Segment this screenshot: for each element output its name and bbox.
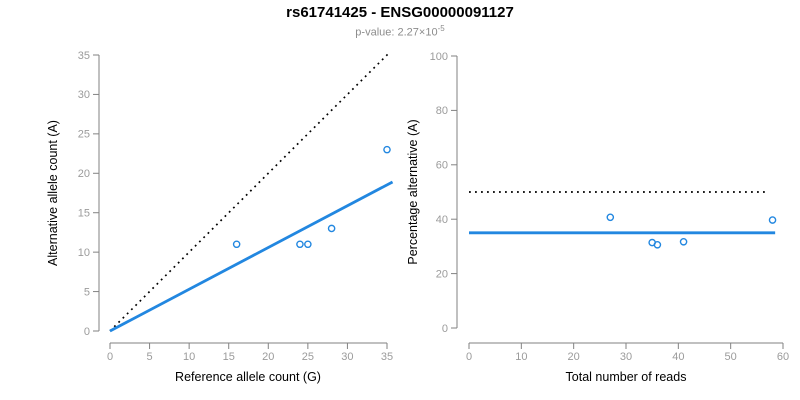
data-point bbox=[304, 240, 312, 249]
x-axis-tick-label: 0 bbox=[107, 351, 113, 363]
y-axis-tick-label: 5 bbox=[84, 286, 90, 298]
y-axis-tick-label: 25 bbox=[78, 129, 90, 141]
y-axis-tick-label: 0 bbox=[442, 323, 448, 335]
figure-subtitle: p-value: 2.27×10-5 bbox=[0, 24, 800, 39]
y-axis-tick-label: 20 bbox=[78, 168, 90, 180]
y-axis-tick-label: 35 bbox=[78, 50, 90, 62]
x-axis-tick-label: 15 bbox=[223, 351, 235, 363]
data-point bbox=[296, 240, 304, 249]
left-scatter-plot: 0 5 10 15 20 25 30 35 0 5 10 15 20 25 30 35 Reference al… bbox=[46, 50, 394, 384]
data-point bbox=[327, 224, 336, 233]
pvalue-text: p-value: 2.27×10 bbox=[355, 26, 438, 39]
y-axis-tick-label: 0 bbox=[84, 326, 90, 338]
data-point bbox=[606, 213, 615, 222]
y-axis-tick-label: 80 bbox=[436, 105, 448, 117]
x-axis-tick-label: 30 bbox=[341, 351, 353, 363]
right-scatter-plot: 0 20 40 60 80 100 0 10 20 30 40 50 60 Total number of… bbox=[406, 51, 789, 384]
identity-line bbox=[109, 52, 390, 332]
fitted-line bbox=[109, 180, 394, 333]
data-point bbox=[653, 240, 662, 249]
x-axis-title: Total number of reads bbox=[566, 370, 687, 384]
y-axis-tick-label: 40 bbox=[436, 214, 448, 226]
x-axis-tick-label: 20 bbox=[568, 351, 580, 363]
x-axis-tick-label: 10 bbox=[515, 351, 527, 363]
x-axis-tick-label: 30 bbox=[620, 351, 632, 363]
x-axis-tick-label: 20 bbox=[262, 351, 274, 363]
figure-title: rs61741425 - ENSG00000091127 bbox=[286, 4, 514, 21]
x-axis-tick-label: 5 bbox=[147, 351, 153, 363]
x-axis-tick-label: 40 bbox=[672, 351, 684, 363]
y-axis-title: Percentage alternative (A) bbox=[406, 119, 420, 264]
x-axis-tick-label: 60 bbox=[777, 351, 789, 363]
y-axis-tick-label: 100 bbox=[430, 51, 448, 63]
data-point bbox=[679, 237, 688, 246]
x-axis-tick-label: 10 bbox=[183, 351, 195, 363]
y-axis-tick-label: 30 bbox=[78, 89, 90, 101]
x-axis-tick-label: 25 bbox=[302, 351, 314, 363]
x-axis-tick-label: 50 bbox=[725, 351, 737, 363]
y-axis-title: Alternative allele count (A) bbox=[46, 120, 60, 266]
x-axis-tick-label: 0 bbox=[466, 351, 472, 363]
y-axis-tick-label: 20 bbox=[436, 268, 448, 280]
pvalue-exponent: -5 bbox=[437, 24, 445, 33]
y-axis-tick-label: 15 bbox=[78, 208, 90, 220]
data-point bbox=[232, 240, 241, 249]
data-point bbox=[383, 145, 391, 154]
y-axis-tick-label: 10 bbox=[78, 247, 90, 259]
data-point bbox=[768, 216, 777, 224]
x-axis-tick-label: 35 bbox=[381, 351, 393, 363]
y-axis-tick-label: 60 bbox=[436, 160, 448, 172]
x-axis-title: Reference allele count (G) bbox=[175, 370, 321, 384]
